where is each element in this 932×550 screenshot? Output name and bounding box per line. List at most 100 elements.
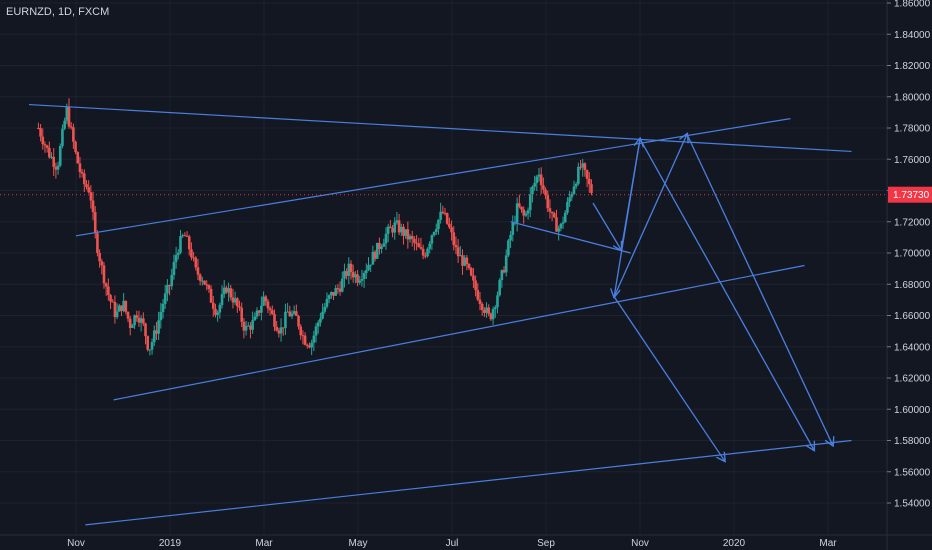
candle-body xyxy=(201,280,204,282)
candle-body xyxy=(380,246,383,249)
candle-body xyxy=(413,238,416,243)
candle-body xyxy=(509,234,512,241)
time-axis[interactable] xyxy=(0,535,932,550)
candle-body xyxy=(402,226,405,236)
candle-body xyxy=(528,194,532,211)
candle-body xyxy=(310,342,313,348)
candle-body xyxy=(279,327,283,334)
candle-body xyxy=(72,127,75,142)
projection-arrow[interactable] xyxy=(613,296,724,461)
candle-body xyxy=(85,184,88,188)
candle-body xyxy=(58,146,62,166)
x-tick-label: Mar xyxy=(819,538,837,549)
candle-body xyxy=(93,212,97,234)
candle-body xyxy=(170,275,174,287)
candle-body xyxy=(211,302,215,309)
candle-body xyxy=(246,325,250,327)
candle-body xyxy=(152,330,156,343)
candle-body xyxy=(542,185,545,190)
candle-body xyxy=(463,257,466,266)
projection-arrow[interactable] xyxy=(592,202,621,250)
candle-body xyxy=(319,318,322,323)
candle-body xyxy=(345,271,348,276)
x-tick-label: Sep xyxy=(537,538,555,549)
candle-body xyxy=(122,300,125,311)
candle-body xyxy=(249,325,252,330)
projection-arrow[interactable] xyxy=(614,138,641,297)
candle-body xyxy=(533,183,536,187)
candle-body xyxy=(273,314,276,327)
candle-body xyxy=(39,128,42,137)
candle-body xyxy=(351,272,355,278)
candle-body xyxy=(515,203,519,223)
candle-body xyxy=(198,274,202,281)
candle-body xyxy=(131,325,134,328)
candle-body xyxy=(48,147,51,158)
candle-body xyxy=(445,213,449,224)
last-price-label: 1.73730 xyxy=(893,190,930,201)
candle-body xyxy=(67,106,71,127)
trendline-pullback[interactable] xyxy=(510,221,631,254)
trendline-lower-support[interactable] xyxy=(85,439,852,526)
candle-body xyxy=(404,229,407,236)
candle-body xyxy=(255,310,259,317)
y-tick-label: 1.84000 xyxy=(894,30,931,41)
candle-body xyxy=(107,286,110,296)
candle-body xyxy=(391,228,394,233)
x-tick-label: 2019 xyxy=(159,538,182,549)
candle-body xyxy=(80,172,84,174)
y-tick-label: 1.54000 xyxy=(894,499,931,510)
candle-body xyxy=(448,223,451,228)
candle-body xyxy=(389,226,392,229)
candle-body xyxy=(491,309,495,320)
candle-body xyxy=(539,174,543,186)
projection-arrow[interactable] xyxy=(686,133,833,445)
candle-body xyxy=(148,349,152,351)
candle-body xyxy=(478,299,482,304)
candle-body xyxy=(343,271,346,279)
candle-body xyxy=(522,209,526,216)
y-tick-label: 1.80000 xyxy=(894,92,931,103)
candle-body xyxy=(369,264,372,266)
candle-body xyxy=(548,208,552,212)
candle-body xyxy=(424,255,427,257)
candle-body xyxy=(203,280,206,285)
candle-body xyxy=(146,336,150,350)
candle-body xyxy=(76,152,80,164)
candle-body xyxy=(349,263,353,273)
candle-body xyxy=(450,227,453,233)
candle-body xyxy=(579,166,582,168)
candle-body xyxy=(281,327,285,329)
candle-body xyxy=(190,249,193,258)
trendline-upper-resistance[interactable] xyxy=(28,103,852,153)
trendline-channel-top[interactable] xyxy=(75,118,791,237)
candle-body xyxy=(432,232,436,236)
trendline-channel-bottom[interactable] xyxy=(113,264,805,401)
candle-body xyxy=(553,213,556,218)
candle-body xyxy=(336,288,340,290)
candle-body xyxy=(96,233,99,253)
candle-body xyxy=(408,236,412,240)
candle-body xyxy=(365,270,368,274)
candle-body xyxy=(581,163,585,168)
price-axis[interactable] xyxy=(887,0,932,550)
candle-body xyxy=(434,229,438,233)
candle-body xyxy=(120,305,123,311)
candle-body xyxy=(161,303,165,313)
candle-body xyxy=(557,228,560,232)
candle-body xyxy=(275,326,278,331)
candle-body xyxy=(314,326,318,336)
candle-body xyxy=(233,298,237,303)
candle-body xyxy=(568,197,571,202)
candle-body xyxy=(480,303,484,311)
candle-body xyxy=(214,308,217,315)
candle-body xyxy=(544,189,547,196)
candle-body xyxy=(535,176,539,184)
candle-body xyxy=(574,183,578,187)
candle-body xyxy=(187,236,191,250)
projection-arrow[interactable] xyxy=(639,138,814,450)
candle-body xyxy=(566,201,569,213)
candle-body xyxy=(69,126,73,128)
projection-arrow[interactable] xyxy=(613,134,687,298)
